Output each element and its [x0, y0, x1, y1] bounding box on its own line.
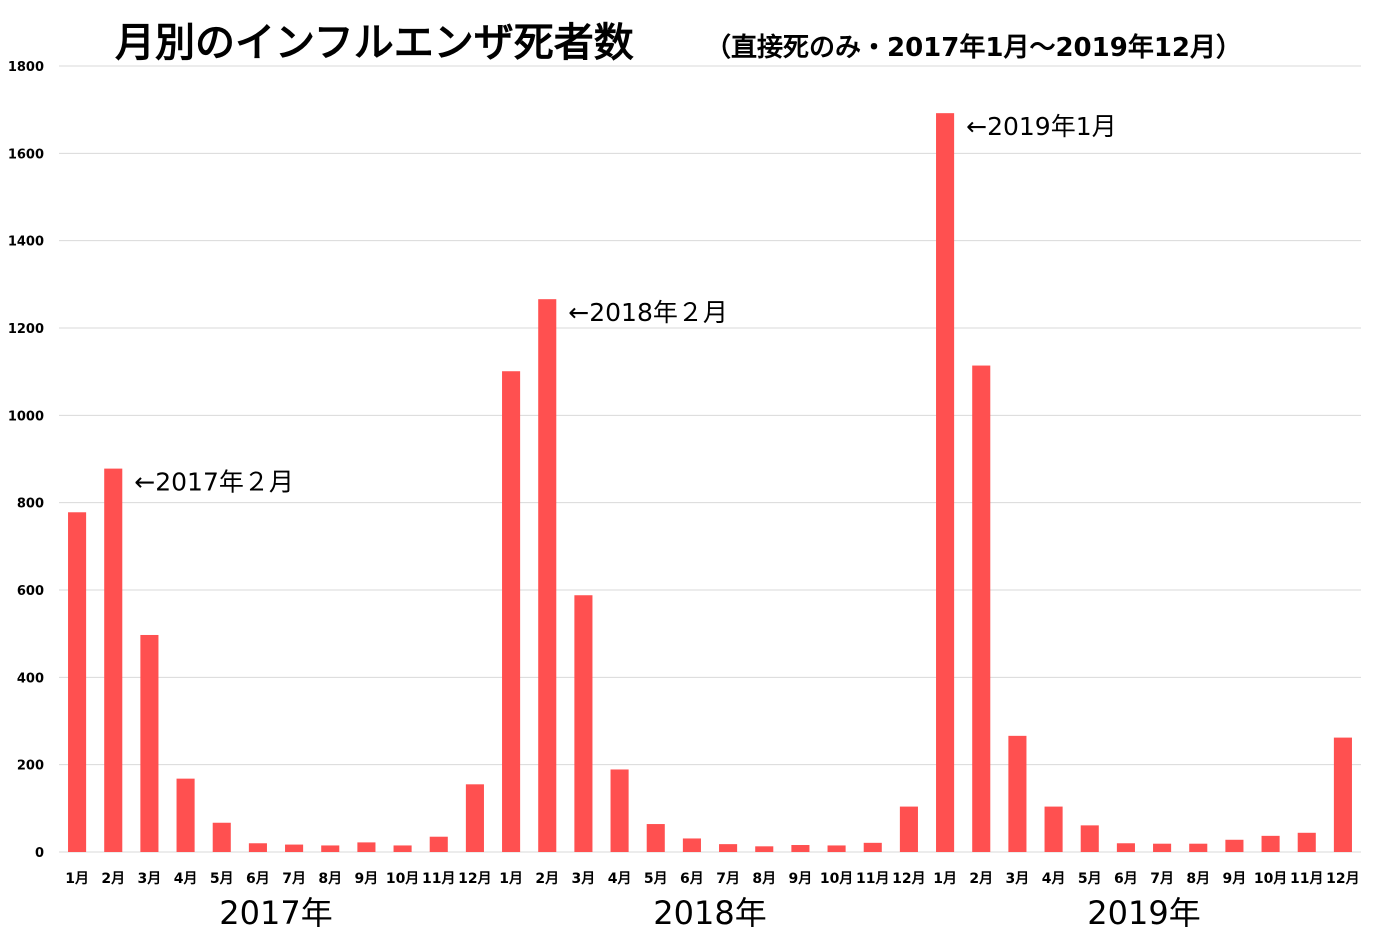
y-tick-label: 800 [17, 497, 44, 512]
x-tick-label: 11月 [422, 871, 455, 887]
bar [574, 595, 593, 852]
peak-annotation: ←2019年1月 [966, 112, 1116, 141]
bar [140, 634, 159, 852]
bar [1297, 832, 1316, 852]
bar [465, 784, 484, 852]
y-tick-label: 0 [35, 846, 44, 861]
y-tick-label: 1400 [8, 235, 44, 250]
bar [176, 778, 195, 852]
x-tick-label: 5月 [1078, 871, 1102, 887]
x-tick-label: 11月 [856, 871, 889, 887]
year-label: 2018年 [653, 894, 766, 932]
x-tick-label: 12月 [458, 871, 491, 887]
x-tick-label: 1月 [65, 871, 89, 887]
y-tick-label: 1000 [8, 409, 44, 424]
bar [1333, 737, 1352, 852]
x-tick-label: 1月 [933, 871, 957, 887]
bar [610, 769, 629, 852]
x-tick-label: 3月 [138, 871, 162, 887]
y-tick-label: 1200 [8, 322, 44, 337]
x-tick-label: 10月 [386, 871, 419, 887]
x-tick-label: 7月 [716, 871, 740, 887]
peak-annotation: ←2017年２月 [134, 468, 294, 497]
chart-subtitle: （直接死のみ・2017年1月～2019年12月） [705, 32, 1242, 63]
x-tick-label: 11月 [1290, 871, 1323, 887]
bar [899, 806, 918, 852]
x-tick-label: 8月 [318, 871, 342, 887]
bar [646, 824, 665, 852]
bar [1008, 735, 1027, 852]
bar [321, 845, 340, 852]
bar [972, 365, 991, 852]
x-tick-label: 5月 [210, 871, 234, 887]
x-tick-label: 10月 [820, 871, 853, 887]
peak-annotation: ←2018年２月 [568, 298, 728, 327]
bar [285, 844, 304, 852]
gridlines [59, 65, 1361, 853]
x-tick-label: 7月 [282, 871, 306, 887]
bar [357, 842, 376, 852]
y-tick-label: 600 [17, 584, 44, 599]
x-tick-label: 5月 [644, 871, 668, 887]
x-axis-ticks: 1月 2月 3月 4月 5月 6月 7月 8月 9月 10月 11月 12月 1月 2月 3月 4月 5月 6月 7… [65, 871, 1359, 887]
bar [1080, 825, 1099, 852]
bar [682, 838, 701, 852]
year-labels: 2017年 2018年 2019年 [219, 894, 1200, 932]
chart-title: 月別のインフルエンザ死者数 [115, 20, 634, 66]
x-tick-label: 2月 [535, 871, 559, 887]
bar [429, 836, 448, 852]
x-tick-label: 2月 [101, 871, 125, 887]
y-axis-ticks: 0 200 400 600 800 1000 1200 1400 1600 1800 [8, 60, 44, 861]
bar [791, 845, 810, 852]
bar [755, 846, 774, 852]
x-tick-label: 9月 [789, 871, 813, 887]
x-tick-label: 12月 [892, 871, 925, 887]
year-label: 2017年 [219, 894, 332, 932]
x-tick-label: 6月 [246, 871, 270, 887]
x-tick-label: 8月 [1186, 871, 1210, 887]
bar [104, 468, 123, 852]
bar [248, 843, 267, 852]
x-tick-label: 1月 [499, 871, 523, 887]
bar [863, 842, 882, 852]
bar [538, 299, 557, 852]
bar [1044, 806, 1063, 852]
x-tick-label: 9月 [1223, 871, 1247, 887]
x-tick-label: 10月 [1254, 871, 1287, 887]
x-tick-label: 4月 [1042, 871, 1066, 887]
year-label: 2019年 [1087, 894, 1200, 932]
x-tick-label: 12月 [1326, 871, 1359, 887]
y-tick-label: 400 [17, 671, 44, 686]
x-tick-label: 9月 [355, 871, 379, 887]
bar [212, 822, 231, 852]
x-tick-label: 3月 [572, 871, 596, 887]
bar [1261, 835, 1280, 852]
y-tick-label: 200 [17, 759, 44, 774]
bar [1225, 839, 1244, 852]
bars [68, 113, 1352, 852]
bar [502, 371, 521, 852]
x-tick-label: 4月 [174, 871, 198, 887]
bar [1153, 843, 1172, 852]
annotations: ←2017年２月 ←2018年２月 ←2019年1月 [134, 112, 1116, 496]
bar [827, 845, 846, 852]
bar [936, 113, 955, 852]
x-tick-label: 7月 [1150, 871, 1174, 887]
bar [393, 845, 412, 852]
x-tick-label: 4月 [608, 871, 632, 887]
bar [68, 512, 87, 852]
bar [1189, 843, 1208, 852]
bar [1116, 843, 1135, 852]
x-tick-label: 8月 [752, 871, 776, 887]
x-tick-label: 6月 [680, 871, 704, 887]
x-tick-label: 6月 [1114, 871, 1138, 887]
y-tick-label: 1800 [8, 60, 44, 75]
x-tick-label: 2月 [969, 871, 993, 887]
bar [719, 844, 738, 852]
x-tick-label: 3月 [1006, 871, 1030, 887]
y-tick-label: 1600 [8, 147, 44, 162]
